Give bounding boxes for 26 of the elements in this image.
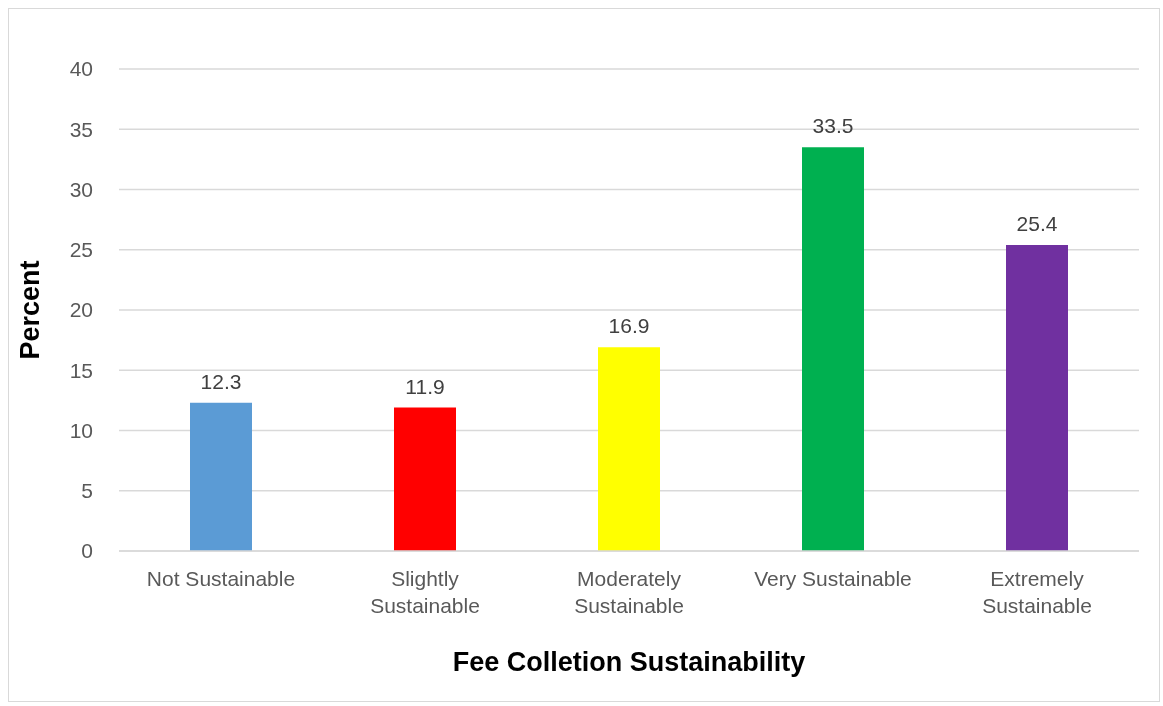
data-label: 25.4 [1016,211,1058,235]
data-label: 16.9 [608,314,650,338]
x-tick-label: Very Sustainable [754,566,912,590]
bar [802,147,864,551]
x-tick-label: Moderately Sustainable [574,566,684,618]
y-tick-label: 15 [69,358,93,382]
bar [1006,244,1068,551]
bar [190,402,252,551]
data-label: 11.9 [405,374,445,398]
x-axis-title: Fee Colletion Sustainability [452,647,806,677]
y-axis-title: Percent [14,260,45,360]
data-label: 33.5 [812,114,854,138]
y-tick-label: 35 [69,117,93,141]
y-tick-label: 30 [69,177,93,201]
x-tick-label: Not Sustainable [146,566,296,590]
y-tick-label: 10 [69,418,93,442]
y-tick-label: 40 [69,57,93,81]
x-tick-label: Slightly Sustainable [370,566,480,618]
bar [394,407,456,551]
y-tick-label: 20 [69,298,93,322]
y-tick-label: 5 [81,479,93,503]
data-label: 12.3 [200,369,242,393]
bar [598,347,660,551]
y-tick-label: 25 [69,238,93,262]
y-tick-label: 0 [81,539,93,563]
x-tick-label: Extremely Sustainable [982,566,1092,618]
